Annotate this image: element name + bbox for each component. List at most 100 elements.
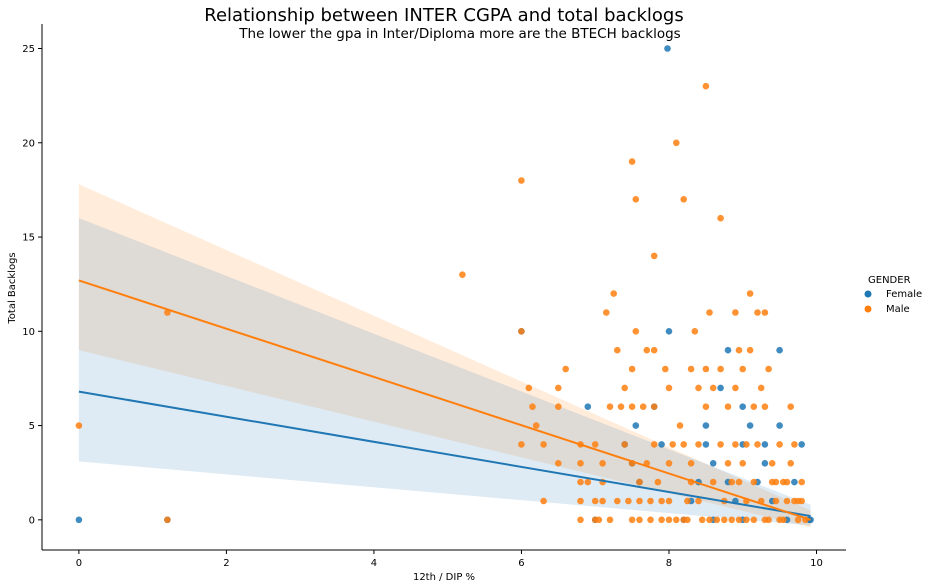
point-male [665,516,673,524]
point-female [761,441,769,448]
point-male [639,403,647,411]
point-male [732,384,739,392]
point-male [555,384,562,392]
point-male [698,516,706,524]
point-male [706,516,713,524]
point-male [765,365,772,373]
point-male [791,441,798,448]
point-male [721,516,728,524]
point-male [754,309,761,316]
point-male [532,422,540,429]
point-male [665,497,673,505]
chart-title: Relationship between INTER CGPA and tota… [204,5,684,26]
point-male [606,516,614,524]
point-male [728,478,735,486]
x-tick-label: 2 [223,558,229,569]
ci-band-female [78,218,811,526]
y-tick-label: 10 [22,327,35,338]
x-tick-label: 10 [810,558,823,569]
point-male [669,441,676,448]
point-male [591,441,599,448]
point-female [791,478,798,486]
point-male [662,365,669,373]
point-female [702,441,710,448]
point-male [732,309,739,316]
point-male [164,516,171,524]
point-male [739,365,746,373]
point-male [555,460,562,467]
point-female [776,422,783,429]
point-female [717,384,724,392]
point-female [702,422,710,429]
legend-label-male: Male [886,304,910,315]
point-male [518,177,525,184]
point-female [664,45,671,52]
legend-marker-male [864,305,872,313]
point-male [691,328,699,335]
point-male [654,478,662,486]
y-tick-label: 0 [29,515,35,526]
point-male [783,497,791,505]
point-male [650,403,658,411]
point-male [650,441,658,448]
point-male [647,516,654,524]
point-male [628,403,636,411]
point-male [772,478,780,486]
point-male [684,516,691,524]
point-male [577,478,584,486]
point-male [709,384,717,392]
point-male [787,403,794,411]
regression-lines [78,279,811,521]
point-male [658,516,665,524]
point-male [746,290,754,297]
point-male [757,384,765,392]
y-tick-label: 15 [22,233,35,244]
point-male [695,384,702,392]
point-male [676,422,684,429]
point-female [724,346,732,354]
legend-marker-female [864,290,872,298]
y-axis-ticks: 0 5 10 15 20 25 [22,44,42,526]
regression-line-male [78,279,811,521]
point-male [577,516,584,524]
point-male [628,365,636,373]
point-male [650,252,658,260]
point-male [75,422,83,429]
point-male [614,497,621,505]
point-male [603,309,610,316]
point-male [787,460,794,467]
point-male [647,497,654,505]
point-male [621,384,628,392]
point-male [717,365,724,373]
point-male [459,271,466,279]
point-male [665,460,673,467]
x-axis-ticks: 0 2 4 6 8 10 [76,550,823,569]
point-female [746,422,754,429]
point-male [562,365,569,373]
point-female [584,403,592,411]
point-male [606,403,614,411]
point-male [713,516,721,524]
point-male [783,478,791,486]
point-male [695,441,702,448]
point-female [658,441,665,448]
point-male [628,516,636,524]
point-female [709,460,717,467]
point-male [706,309,713,316]
point-male [599,497,606,505]
point-male [743,516,750,524]
point-male [599,460,606,467]
point-male [772,497,780,505]
legend: GENDER Female Male [864,275,922,315]
point-male [776,441,783,448]
point-male [625,497,632,505]
point-male [732,441,739,448]
point-male [680,196,687,203]
y-tick-label: 25 [22,44,35,55]
point-female [75,516,83,524]
point-male [632,196,640,203]
point-male [621,441,628,448]
point-male [643,346,651,354]
point-male [584,478,592,486]
point-male [614,346,621,354]
